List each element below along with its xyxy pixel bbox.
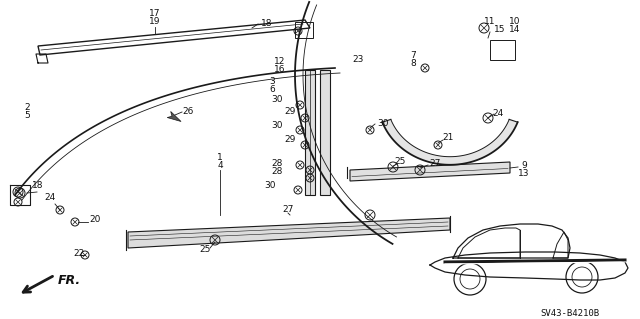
Text: 23: 23	[352, 56, 364, 64]
Text: 17: 17	[149, 9, 161, 18]
Text: 5: 5	[24, 112, 30, 121]
Polygon shape	[305, 70, 315, 195]
Text: 15: 15	[494, 26, 506, 34]
Bar	[490, 40, 515, 60]
Text: 16: 16	[275, 65, 285, 75]
Text: 26: 26	[182, 108, 194, 116]
Text: 25: 25	[199, 246, 211, 255]
Polygon shape	[382, 119, 518, 165]
Text: 27: 27	[429, 159, 441, 167]
Polygon shape	[167, 111, 181, 122]
Text: FR.: FR.	[58, 273, 81, 286]
Text: 18: 18	[32, 181, 44, 189]
Text: 30: 30	[271, 95, 283, 105]
Text: 30: 30	[271, 122, 283, 130]
Text: 22: 22	[74, 249, 84, 257]
Text: 4: 4	[217, 160, 223, 169]
Text: 25: 25	[394, 158, 406, 167]
Text: 11: 11	[484, 18, 496, 26]
Text: 13: 13	[518, 168, 530, 177]
Text: 24: 24	[492, 109, 504, 118]
Text: 20: 20	[90, 216, 100, 225]
Text: 28: 28	[271, 160, 283, 168]
Text: 27: 27	[282, 205, 294, 214]
Text: 14: 14	[509, 26, 521, 34]
Text: 7: 7	[410, 50, 416, 60]
Text: 9: 9	[521, 160, 527, 169]
Text: 1: 1	[217, 152, 223, 161]
Text: 12: 12	[275, 57, 285, 66]
Text: SV43-B4210B: SV43-B4210B	[540, 308, 600, 317]
Text: 10: 10	[509, 18, 521, 26]
Text: 30: 30	[377, 120, 388, 129]
Text: 29: 29	[284, 108, 296, 116]
Text: 21: 21	[442, 133, 454, 143]
Bar	[295, 22, 313, 38]
Polygon shape	[320, 70, 330, 195]
Text: 19: 19	[149, 17, 161, 26]
Text: 6: 6	[269, 85, 275, 94]
Polygon shape	[128, 218, 450, 248]
Text: 3: 3	[269, 78, 275, 86]
Text: 2: 2	[24, 103, 30, 113]
Text: 29: 29	[284, 136, 296, 145]
Text: 8: 8	[410, 58, 416, 68]
Text: 28: 28	[271, 167, 283, 176]
Text: 18: 18	[261, 19, 273, 28]
Text: 24: 24	[44, 194, 56, 203]
Text: 30: 30	[264, 182, 276, 190]
Polygon shape	[350, 162, 510, 181]
